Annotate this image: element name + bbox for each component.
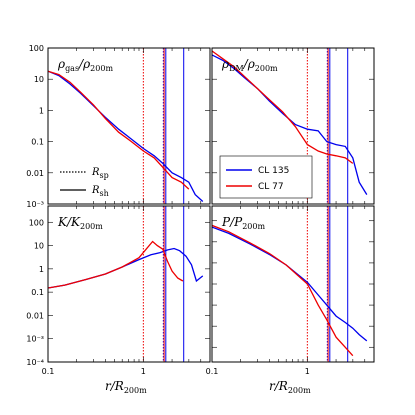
y-tick-label: 100 xyxy=(29,218,44,227)
x-axis-label: r/R200m xyxy=(269,379,311,395)
series-line-cl-77 xyxy=(212,224,354,357)
panel-3: 10⁻⁴ 10⁻³ 0.01 0.1 1 10 100 0.1 1 K/K200m xyxy=(26,205,211,376)
legend-box xyxy=(219,155,313,199)
y-tick-label: 10⁻³ xyxy=(26,335,44,344)
series-line-cl-135 xyxy=(212,54,368,195)
legend-label-sh: Rsh xyxy=(91,185,109,198)
legend-label-cl-135: CL 135 xyxy=(258,166,289,176)
y-tick-label: 10⁻⁴ xyxy=(26,358,44,367)
y-tick-label: 0.1 xyxy=(31,138,44,147)
y-tick-label: 10 xyxy=(34,75,44,84)
panel-1: 10⁻³ 0.01 0.1 1 10 100 ρgas/ρ200m xyxy=(26,44,211,209)
y-tick-label: 0.01 xyxy=(26,169,44,178)
panel-frame xyxy=(211,205,375,363)
panel-frame xyxy=(47,47,211,205)
series-line-cl-77 xyxy=(212,50,354,164)
panel-frame xyxy=(47,205,211,363)
legend-label-cl-77: CL 77 xyxy=(258,182,284,192)
series-line-cl-77 xyxy=(48,70,190,190)
y-tick-label: 0.1 xyxy=(31,288,44,297)
legend-series: CL 135 CL 77 xyxy=(219,155,313,199)
y-tick-label: 100 xyxy=(29,44,44,53)
legend-label-sp: Rsp xyxy=(91,167,109,180)
y-tick-label: 10⁻³ xyxy=(26,200,44,209)
y-tick-label: 0.01 xyxy=(26,311,44,320)
panel-title: K/K200m xyxy=(57,215,103,231)
y-tick-label: 10 xyxy=(34,242,44,251)
y-tick-label: 1 xyxy=(39,265,44,274)
x-tick-label: 1 xyxy=(305,367,310,376)
series-line-cl-135 xyxy=(212,226,368,342)
series-line-cl-135 xyxy=(48,247,204,289)
x-tick-label: 0.1 xyxy=(206,367,219,376)
panel-title: ρgas/ρ200m xyxy=(57,57,113,73)
panel-frame xyxy=(211,47,375,205)
panel-4: 0.1 1 P/P200m xyxy=(206,205,375,376)
series-line-cl-135 xyxy=(48,70,204,202)
x-tick-label: 1 xyxy=(141,367,146,376)
x-tick-label: 0.1 xyxy=(42,367,55,376)
x-axis-label: r/R200m xyxy=(105,379,147,395)
panel-title: ρDM/ρ200m xyxy=(221,57,278,73)
legend-line-styles: Rsp Rsh xyxy=(60,167,109,198)
series-line-cl-77 xyxy=(48,240,184,289)
panel-2: ρDM/ρ200m xyxy=(211,47,375,205)
y-tick-label: 1 xyxy=(39,106,44,115)
panel-title: P/P200m xyxy=(221,215,265,231)
